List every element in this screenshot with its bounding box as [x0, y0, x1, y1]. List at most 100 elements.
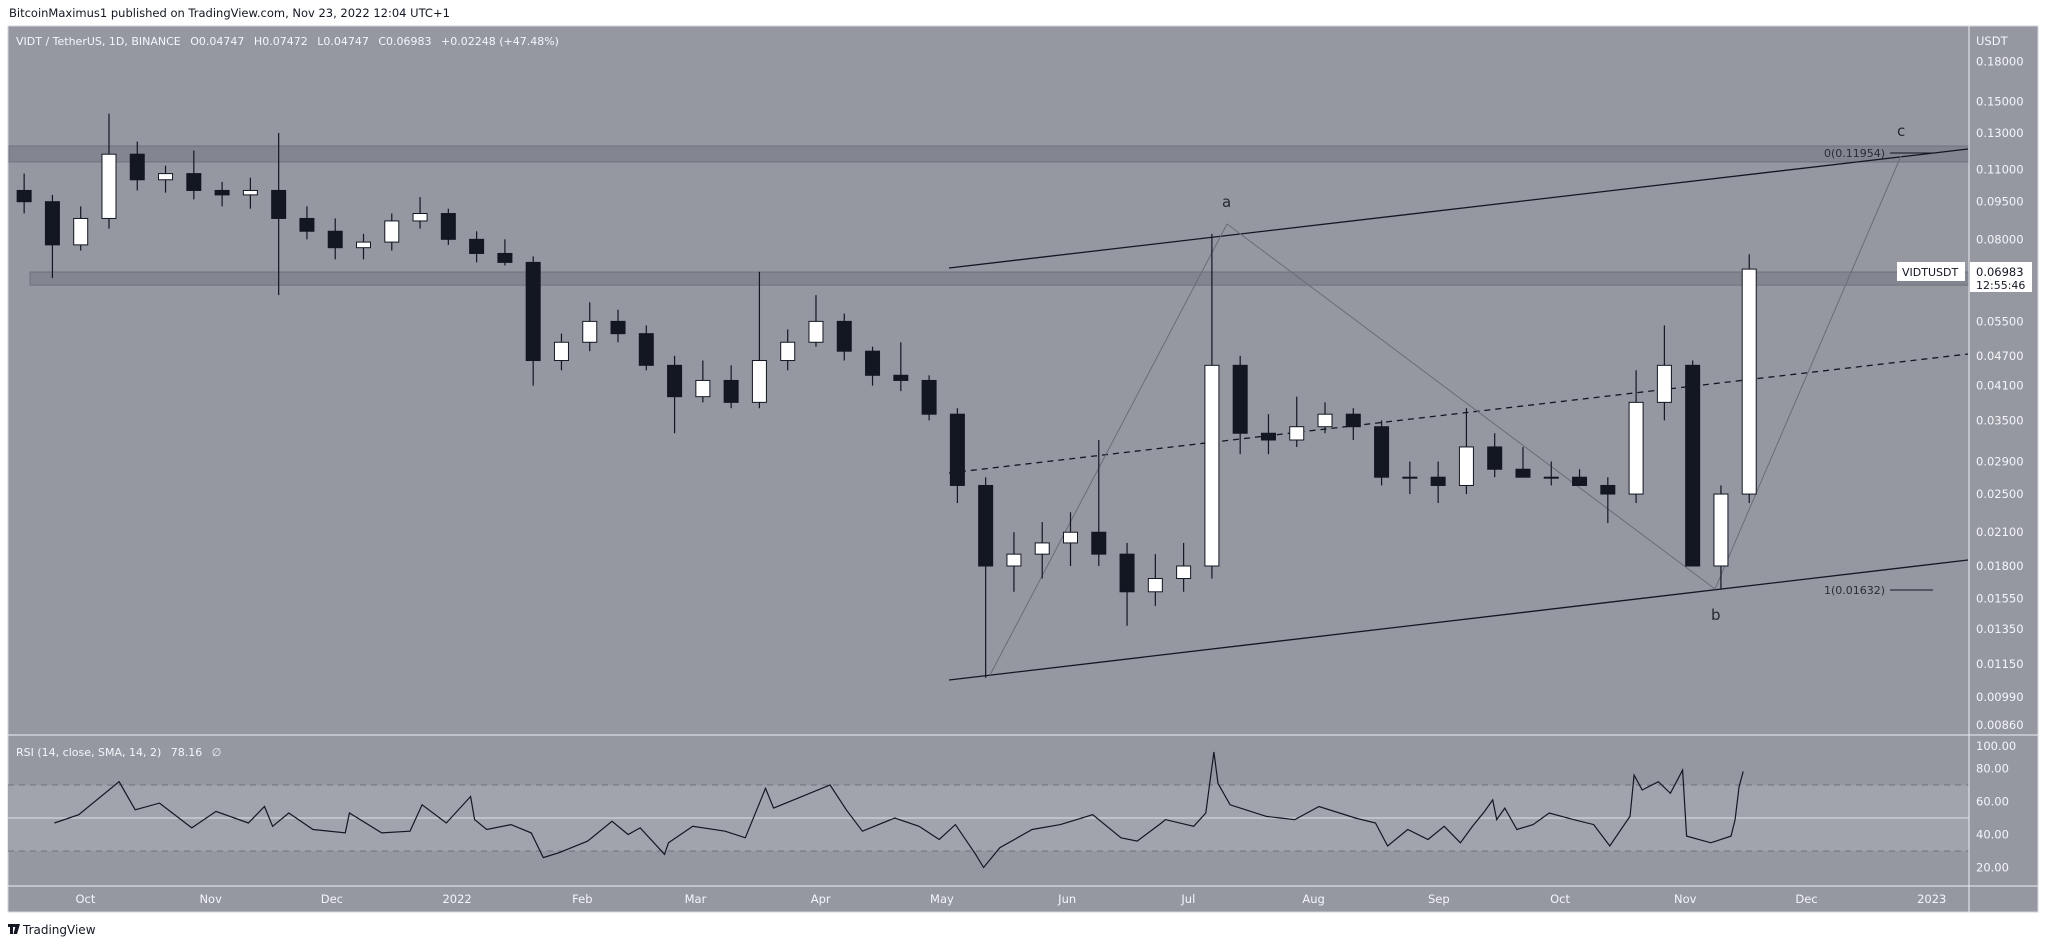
candle-body-up [553, 341, 569, 362]
rsi-tick-label: 100.00 [1976, 739, 2016, 753]
candle-body-down [327, 230, 343, 249]
candle-body-down [44, 201, 60, 246]
candle-body-down [299, 217, 315, 232]
time-tick-label: Mar [685, 892, 707, 906]
candle [1147, 554, 1163, 606]
candle-body-down [610, 320, 626, 335]
time-tick-label: Nov [199, 892, 222, 906]
drawings[interactable] [948, 148, 1969, 681]
candle [582, 302, 598, 352]
candle [1204, 233, 1220, 579]
time-tick-label: Apr [811, 892, 831, 906]
candle [751, 271, 767, 409]
time-axis[interactable]: Oct Nov Dec 2022 Feb Mar Apr May Jun Jul Aug Sep Oct… [75, 892, 1946, 906]
rsi-extra: ∅ [212, 746, 222, 759]
wave-abc-path[interactable] [989, 155, 1902, 676]
candle-body-down [836, 320, 852, 352]
candle-body-down [1487, 446, 1503, 470]
candle [553, 333, 569, 371]
candle-body-up [1628, 401, 1644, 495]
price-axis-unit: USDT [1976, 34, 2009, 48]
candle [695, 360, 711, 403]
candle [1063, 512, 1078, 566]
candle [1345, 408, 1361, 440]
candle [327, 218, 343, 260]
price-tick-label: 0.04100 [1976, 379, 2024, 393]
candle [1176, 542, 1192, 592]
time-tick-label: Aug [1302, 892, 1324, 906]
low-value: 0.04747 [323, 35, 369, 48]
fib-1-label: 1(0.01632) [1824, 584, 1885, 597]
price-tick-label: 0.01800 [1976, 559, 2024, 573]
candle [1034, 522, 1050, 579]
candle-body-up [1034, 542, 1050, 555]
candle-body-down [1685, 364, 1701, 567]
candle-body-up [1741, 268, 1757, 495]
candle-body-up [412, 213, 428, 222]
candle-body-up [1402, 476, 1418, 479]
candle-body-up [1289, 426, 1305, 441]
candle [1685, 360, 1701, 567]
candle-body-down [1430, 476, 1446, 486]
candle [667, 355, 683, 434]
channel-upper-line[interactable] [948, 148, 1969, 269]
candle [1091, 439, 1107, 566]
price-tick-label: 0.09500 [1976, 195, 2024, 209]
candle-body-down [1345, 413, 1361, 428]
time-tick-label: Oct [1550, 892, 1570, 906]
candle [497, 239, 513, 266]
open-value: 0.04747 [199, 35, 245, 48]
price-tick-label: 0.01550 [1976, 592, 2024, 606]
candle [978, 477, 994, 678]
candle [1713, 485, 1729, 590]
candle [1232, 355, 1248, 455]
rsi-tick-label: 40.00 [1976, 828, 2009, 842]
candle-body-down [1119, 553, 1135, 593]
time-tick-label: Sep [1428, 892, 1450, 906]
time-tick-label: Nov [1674, 892, 1697, 906]
price-tick-label: 0.13000 [1976, 126, 2024, 140]
rsi-value: 78.16 [171, 746, 203, 759]
rsi-legend[interactable]: RSI (14, close, SMA, 14, 2) 78.16 ∅ [16, 746, 221, 759]
candle [1430, 461, 1446, 503]
price-axis[interactable]: USDT 0.18000 0.15000 0.13000 0.11000 0.09500… [1976, 34, 2024, 732]
candle [101, 113, 117, 229]
candle-body-up [356, 241, 371, 249]
candle-body-down [525, 261, 541, 362]
price-tick-label: 0.02900 [1976, 455, 2024, 469]
tradingview-logo[interactable]: TradingView [8, 923, 96, 937]
price-tick-label: 0.05500 [1976, 314, 2024, 328]
time-tick-label: Oct [75, 892, 95, 906]
candle-body-down [497, 252, 513, 263]
candle-body-up [158, 173, 174, 181]
rsi-axis[interactable]: 100.00 80.00 60.00 40.00 20.00 [1976, 739, 2016, 875]
high-label: H [254, 35, 262, 48]
price-tick-label: 0.02500 [1976, 487, 2024, 501]
time-tick-label: May [930, 892, 954, 906]
candle-body-down [16, 189, 32, 203]
candle [1600, 477, 1616, 524]
candle-body-up [751, 360, 767, 403]
symbol-legend[interactable]: VIDT / TetherUS, 1D, BINANCE O0.04747 H0… [16, 35, 559, 48]
candle-body-up [1713, 493, 1729, 567]
candle-body-down [978, 484, 994, 567]
channel-mid-line[interactable] [948, 353, 1969, 474]
candle [1515, 446, 1531, 478]
candle [214, 181, 230, 207]
candle-body-up [780, 341, 796, 362]
candle [16, 173, 32, 214]
price-tick-label: 0.08000 [1976, 232, 2024, 246]
rsi-line [54, 751, 1744, 869]
channel-lower-line[interactable] [948, 559, 1969, 681]
candle [44, 194, 60, 279]
candle [384, 213, 400, 251]
time-tick-label: 2023 [1917, 892, 1946, 906]
candle [356, 233, 371, 260]
zone-resistance [8, 145, 1970, 163]
candle-body-down [865, 350, 881, 376]
candle [638, 325, 654, 371]
candle-body-down [440, 213, 456, 240]
fib-0-label: 0(0.11954) [1824, 147, 1885, 160]
candle-body-down [271, 189, 287, 219]
candle [1656, 325, 1672, 421]
